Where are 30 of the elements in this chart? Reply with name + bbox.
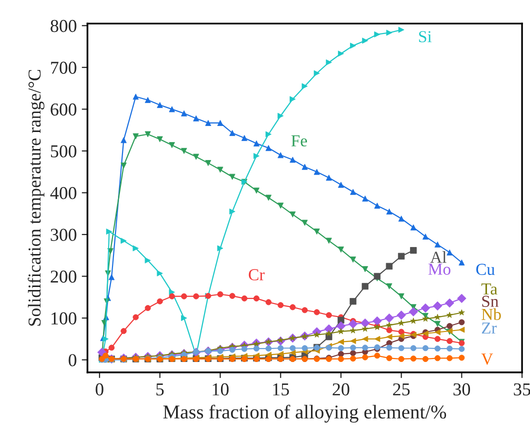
x-tick-label: 20 <box>332 383 350 396</box>
series-label: Mo <box>428 264 450 275</box>
x-tick-label: 35 <box>514 383 530 396</box>
y-tick-label: 600 <box>50 103 76 116</box>
series-label: Ta <box>481 283 498 295</box>
x-tick-label: 0 <box>96 383 104 396</box>
y-tick-label: 100 <box>52 312 76 324</box>
y-tick-label: 800 <box>50 20 76 32</box>
text: Fe <box>291 135 307 146</box>
x-tick-label: 25 <box>393 383 410 396</box>
series-label: V <box>481 354 493 365</box>
x-tick-label: 15 <box>273 383 289 396</box>
series-label: Zr <box>482 322 497 334</box>
y-tick-label: 500 <box>51 145 76 158</box>
series-label: Cr <box>248 269 265 280</box>
series-label: Al <box>430 251 446 263</box>
y-tick-label: 400 <box>50 186 76 200</box>
y-tick-label: 300 <box>50 228 76 241</box>
series-label: Si <box>419 31 432 42</box>
series-label: Nb <box>482 308 501 320</box>
x-tick-label: 30 <box>454 383 470 396</box>
y-tick-label: 0 <box>68 354 76 366</box>
x-axis-title: Mass fraction of alloying element/% <box>163 404 446 423</box>
y-tick-label: 200 <box>50 270 76 283</box>
series-label: Sn <box>482 296 498 307</box>
series-label: Cu <box>476 264 495 275</box>
y-tick-label: 700 <box>51 62 76 74</box>
x-tick-label: 5 <box>156 383 164 396</box>
x-tick-label: 10 <box>212 383 229 396</box>
y-axis-title: Solidification temperature range/°C <box>28 70 44 326</box>
